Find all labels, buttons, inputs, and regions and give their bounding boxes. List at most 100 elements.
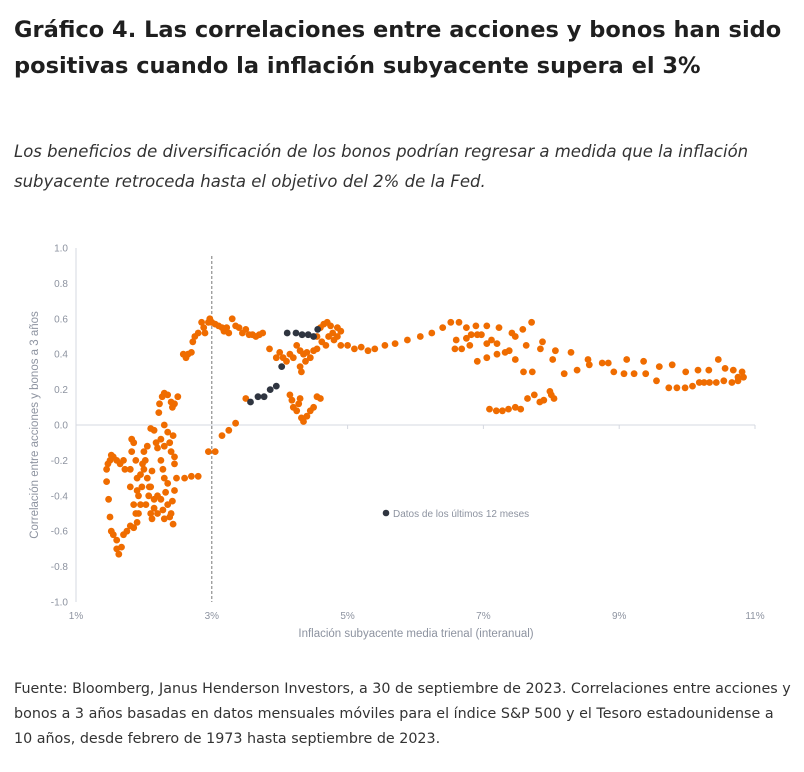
history-data-point bbox=[232, 419, 240, 427]
history-data-point bbox=[198, 318, 206, 326]
history-data-point bbox=[283, 357, 290, 365]
history-data-point bbox=[171, 453, 178, 461]
history-data-point bbox=[520, 368, 527, 376]
history-data-point bbox=[103, 465, 110, 473]
history-data-point bbox=[147, 510, 155, 517]
history-data-point bbox=[665, 384, 673, 392]
x-tick-label: 11% bbox=[745, 611, 764, 622]
history-data-point bbox=[322, 342, 330, 349]
history-data-point bbox=[584, 356, 592, 363]
history-data-point bbox=[164, 428, 172, 436]
history-data-point bbox=[511, 356, 519, 363]
history-data-point bbox=[137, 471, 144, 478]
history-data-point bbox=[428, 329, 436, 337]
history-data-point bbox=[729, 366, 737, 374]
history-data-point bbox=[483, 322, 491, 330]
history-data-point bbox=[133, 519, 141, 526]
history-data-point bbox=[573, 366, 581, 374]
history-data-point bbox=[126, 465, 134, 473]
history-data-point bbox=[451, 345, 459, 353]
history-data-point bbox=[235, 324, 243, 331]
history-data-point bbox=[293, 407, 301, 415]
history-data-point bbox=[174, 393, 182, 401]
history-data-point bbox=[511, 403, 519, 411]
history-data-point bbox=[467, 331, 475, 339]
history-data-point bbox=[689, 382, 696, 390]
recent-data-point bbox=[298, 331, 306, 339]
history-data-point bbox=[225, 329, 233, 337]
history-data-point bbox=[528, 368, 536, 376]
history-data-point bbox=[706, 379, 713, 386]
history-data-point bbox=[133, 487, 141, 494]
x-tick-label: 3% bbox=[205, 611, 220, 622]
history-data-point bbox=[681, 384, 689, 392]
history-data-point bbox=[499, 407, 506, 415]
history-data-point bbox=[148, 515, 156, 523]
history-data-point bbox=[201, 329, 209, 337]
history-data-point bbox=[567, 349, 575, 356]
history-data-point bbox=[128, 448, 136, 455]
history-data-point bbox=[327, 322, 334, 330]
history-data-point bbox=[139, 460, 146, 468]
history-data-point bbox=[598, 359, 606, 367]
history-data-point bbox=[537, 345, 544, 353]
history-data-point bbox=[164, 501, 172, 508]
history-data-point bbox=[121, 465, 129, 473]
history-data-point bbox=[228, 315, 236, 323]
history-data-point bbox=[118, 543, 125, 551]
history-data-point bbox=[472, 322, 480, 330]
history-data-point bbox=[154, 444, 161, 452]
history-data-point bbox=[155, 409, 163, 416]
history-data-point bbox=[140, 465, 148, 473]
history-data-point bbox=[303, 412, 311, 420]
legend-marker bbox=[382, 509, 390, 517]
history-data-point bbox=[130, 524, 138, 532]
history-data-point bbox=[334, 333, 341, 340]
history-data-point bbox=[452, 336, 460, 344]
history-data-point bbox=[157, 435, 165, 443]
x-tick-label: 9% bbox=[612, 611, 627, 622]
history-data-point bbox=[200, 324, 208, 331]
chart-title: Gráfico 4. Las correlaciones entre accio… bbox=[14, 17, 782, 79]
y-tick-label: 0.4 bbox=[54, 350, 68, 361]
history-data-point bbox=[288, 396, 296, 404]
x-tick-label: 1% bbox=[69, 611, 84, 622]
history-data-point bbox=[585, 361, 593, 369]
history-data-point bbox=[302, 357, 309, 365]
history-data-point bbox=[364, 347, 372, 355]
history-data-point bbox=[295, 400, 303, 408]
history-data-point bbox=[700, 379, 708, 386]
history-data-point bbox=[171, 460, 178, 468]
recent-data-point bbox=[272, 382, 280, 390]
history-data-point bbox=[106, 513, 114, 521]
history-data-point bbox=[404, 336, 411, 344]
history-data-point bbox=[695, 379, 703, 386]
history-data-point bbox=[242, 395, 250, 402]
history-data-point bbox=[728, 379, 736, 386]
history-data-point bbox=[123, 527, 131, 535]
history-data-point bbox=[167, 448, 175, 455]
history-data-point bbox=[604, 359, 612, 367]
history-data-point bbox=[313, 345, 321, 353]
history-data-point bbox=[188, 349, 195, 356]
history-data-point bbox=[303, 349, 311, 356]
history-data-point bbox=[381, 342, 389, 349]
history-data-point bbox=[495, 324, 503, 331]
recent-data-point bbox=[254, 393, 262, 401]
history-data-point bbox=[458, 345, 466, 353]
history-data-point bbox=[105, 495, 112, 503]
y-tick-label: 0.0 bbox=[54, 421, 68, 432]
history-data-point bbox=[620, 370, 628, 378]
history-data-point bbox=[152, 439, 160, 447]
history-data-point bbox=[156, 400, 163, 408]
recent-data-point bbox=[278, 363, 286, 370]
history-data-point bbox=[188, 472, 195, 480]
x-tick-label: 7% bbox=[476, 611, 491, 622]
y-tick-label: 0.2 bbox=[54, 385, 68, 396]
history-data-point bbox=[550, 395, 558, 402]
history-data-point bbox=[103, 478, 110, 485]
history-data-point bbox=[211, 448, 219, 455]
y-tick-label: -0.6 bbox=[51, 527, 69, 538]
history-data-point bbox=[164, 391, 172, 399]
history-data-point bbox=[148, 467, 156, 475]
